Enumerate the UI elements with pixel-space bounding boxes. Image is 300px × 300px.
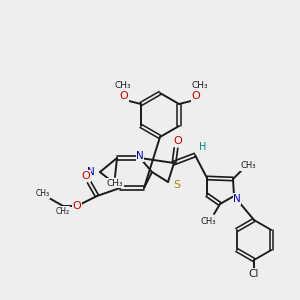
Text: N: N: [136, 151, 144, 161]
Text: N: N: [87, 167, 95, 177]
Text: CH₃: CH₃: [192, 82, 208, 91]
Text: CH₃: CH₃: [115, 82, 131, 91]
Text: H: H: [199, 142, 207, 152]
Text: O: O: [73, 201, 81, 211]
Text: O: O: [192, 91, 200, 101]
Text: CH₃: CH₃: [107, 178, 123, 188]
Text: Cl: Cl: [249, 269, 259, 279]
Text: CH₃: CH₃: [200, 217, 216, 226]
Text: N: N: [233, 194, 241, 204]
Text: S: S: [173, 180, 180, 190]
Text: O: O: [120, 91, 128, 101]
Text: O: O: [82, 171, 90, 181]
Text: CH₃: CH₃: [36, 190, 50, 199]
Text: CH₂: CH₂: [56, 206, 70, 215]
Text: O: O: [174, 136, 182, 146]
Text: CH₃: CH₃: [240, 161, 256, 170]
